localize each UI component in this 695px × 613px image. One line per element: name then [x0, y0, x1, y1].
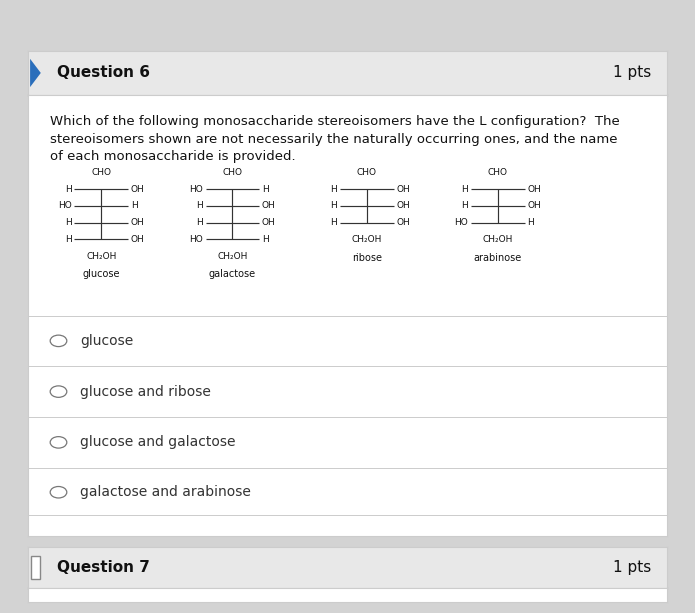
Text: H: H	[262, 185, 268, 194]
Text: H: H	[196, 218, 203, 227]
Text: HO: HO	[189, 235, 203, 244]
Text: Question 7: Question 7	[56, 560, 149, 575]
Text: HO: HO	[455, 218, 468, 227]
Text: H: H	[528, 218, 534, 227]
Text: stereoisomers shown are not necessarily the naturally occurring ones, and the na: stereoisomers shown are not necessarily …	[50, 132, 618, 145]
Text: 1 pts: 1 pts	[613, 560, 651, 575]
Text: OH: OH	[396, 185, 410, 194]
Text: OH: OH	[396, 201, 410, 210]
Text: CHO: CHO	[357, 168, 377, 177]
Text: of each monosaccharide is provided.: of each monosaccharide is provided.	[50, 150, 296, 163]
Text: OH: OH	[528, 201, 541, 210]
Text: glucose: glucose	[83, 269, 120, 280]
Text: H: H	[331, 218, 337, 227]
Text: galactose: galactose	[208, 269, 256, 280]
Text: glucose and galactose: glucose and galactose	[80, 435, 236, 449]
Text: Which of the following monosaccharide stereoisomers have the L configuration?  T: Which of the following monosaccharide st…	[50, 115, 620, 128]
Text: H: H	[331, 185, 337, 194]
Text: CH₂OH: CH₂OH	[86, 251, 117, 261]
Text: OH: OH	[131, 185, 145, 194]
Text: CH₂OH: CH₂OH	[352, 235, 382, 244]
Text: H: H	[461, 201, 468, 210]
Text: OH: OH	[262, 218, 276, 227]
Text: galactose and arabinose: galactose and arabinose	[80, 485, 251, 499]
Text: H: H	[262, 235, 268, 244]
Text: 1 pts: 1 pts	[613, 66, 651, 80]
Text: OH: OH	[262, 201, 276, 210]
Text: arabinose: arabinose	[473, 253, 522, 262]
Text: H: H	[65, 218, 72, 227]
Text: CH₂OH: CH₂OH	[218, 251, 247, 261]
Text: HO: HO	[58, 201, 72, 210]
Text: HO: HO	[189, 185, 203, 194]
Text: H: H	[196, 201, 203, 210]
Text: glucose and ribose: glucose and ribose	[80, 384, 211, 398]
Text: CHO: CHO	[91, 168, 111, 177]
Text: OH: OH	[396, 218, 410, 227]
Text: H: H	[461, 185, 468, 194]
Text: H: H	[131, 201, 138, 210]
Text: CHO: CHO	[222, 168, 243, 177]
Text: OH: OH	[131, 235, 145, 244]
Text: H: H	[331, 201, 337, 210]
Text: ribose: ribose	[352, 253, 382, 262]
Polygon shape	[30, 59, 41, 87]
Text: H: H	[65, 185, 72, 194]
Text: CH₂OH: CH₂OH	[482, 235, 513, 244]
Text: OH: OH	[528, 185, 541, 194]
Text: glucose: glucose	[80, 334, 133, 348]
Polygon shape	[31, 556, 40, 579]
Text: Question 6: Question 6	[56, 66, 149, 80]
Text: OH: OH	[131, 218, 145, 227]
Text: H: H	[65, 235, 72, 244]
Text: CHO: CHO	[488, 168, 508, 177]
